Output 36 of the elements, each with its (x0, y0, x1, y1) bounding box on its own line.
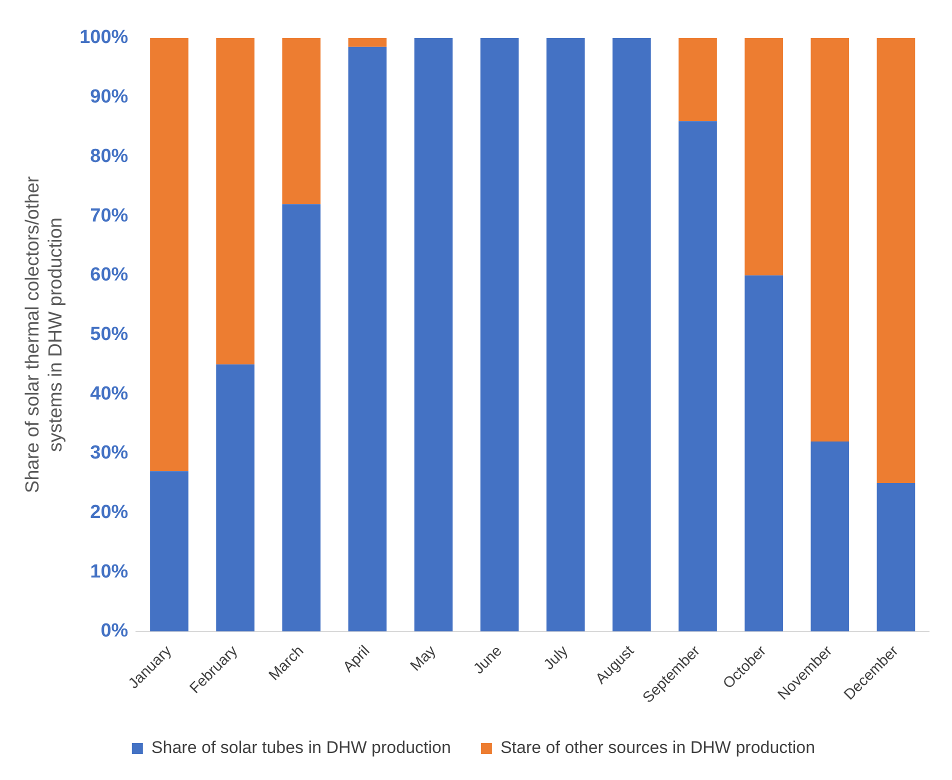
y-tick-label: 40% (90, 383, 128, 404)
bar (282, 204, 321, 632)
bar (480, 38, 519, 632)
bar (810, 38, 850, 442)
bar (348, 38, 387, 47)
y-tick-label: 0% (100, 620, 128, 642)
bar (744, 38, 783, 276)
bar (810, 442, 850, 632)
bar (876, 38, 916, 484)
bar (150, 38, 188, 472)
bar (216, 364, 254, 632)
bar (282, 38, 321, 204)
x-tick-label: May (407, 642, 440, 675)
y-tick-label: 70% (90, 205, 128, 226)
y-tick-label: 90% (90, 86, 128, 108)
bar (678, 121, 717, 632)
bar (678, 38, 717, 122)
legend-label: Stare of other sources in DHW production (500, 738, 816, 758)
bar (414, 38, 453, 632)
bar (744, 275, 783, 632)
y-tick-label: 80% (90, 146, 128, 167)
bar (876, 483, 916, 632)
y-tick-label: 100% (80, 27, 128, 48)
bar (216, 38, 254, 364)
x-tick-label: July (540, 642, 572, 674)
bar (546, 38, 585, 632)
y-tick-label: 50% (90, 324, 128, 345)
bar (612, 38, 651, 632)
y-tick-label: 10% (90, 561, 128, 582)
y-axis-title: Share of solar thermal colectors/other systems in DHW production (22, 176, 66, 494)
y-tick-label: 30% (90, 442, 128, 464)
y-tick-label: 20% (90, 502, 128, 523)
bar (150, 471, 188, 632)
bar (348, 46, 387, 632)
legend-label: Share of solar tubes in DHW production (151, 738, 451, 758)
y-tick-label: 60% (90, 264, 128, 286)
